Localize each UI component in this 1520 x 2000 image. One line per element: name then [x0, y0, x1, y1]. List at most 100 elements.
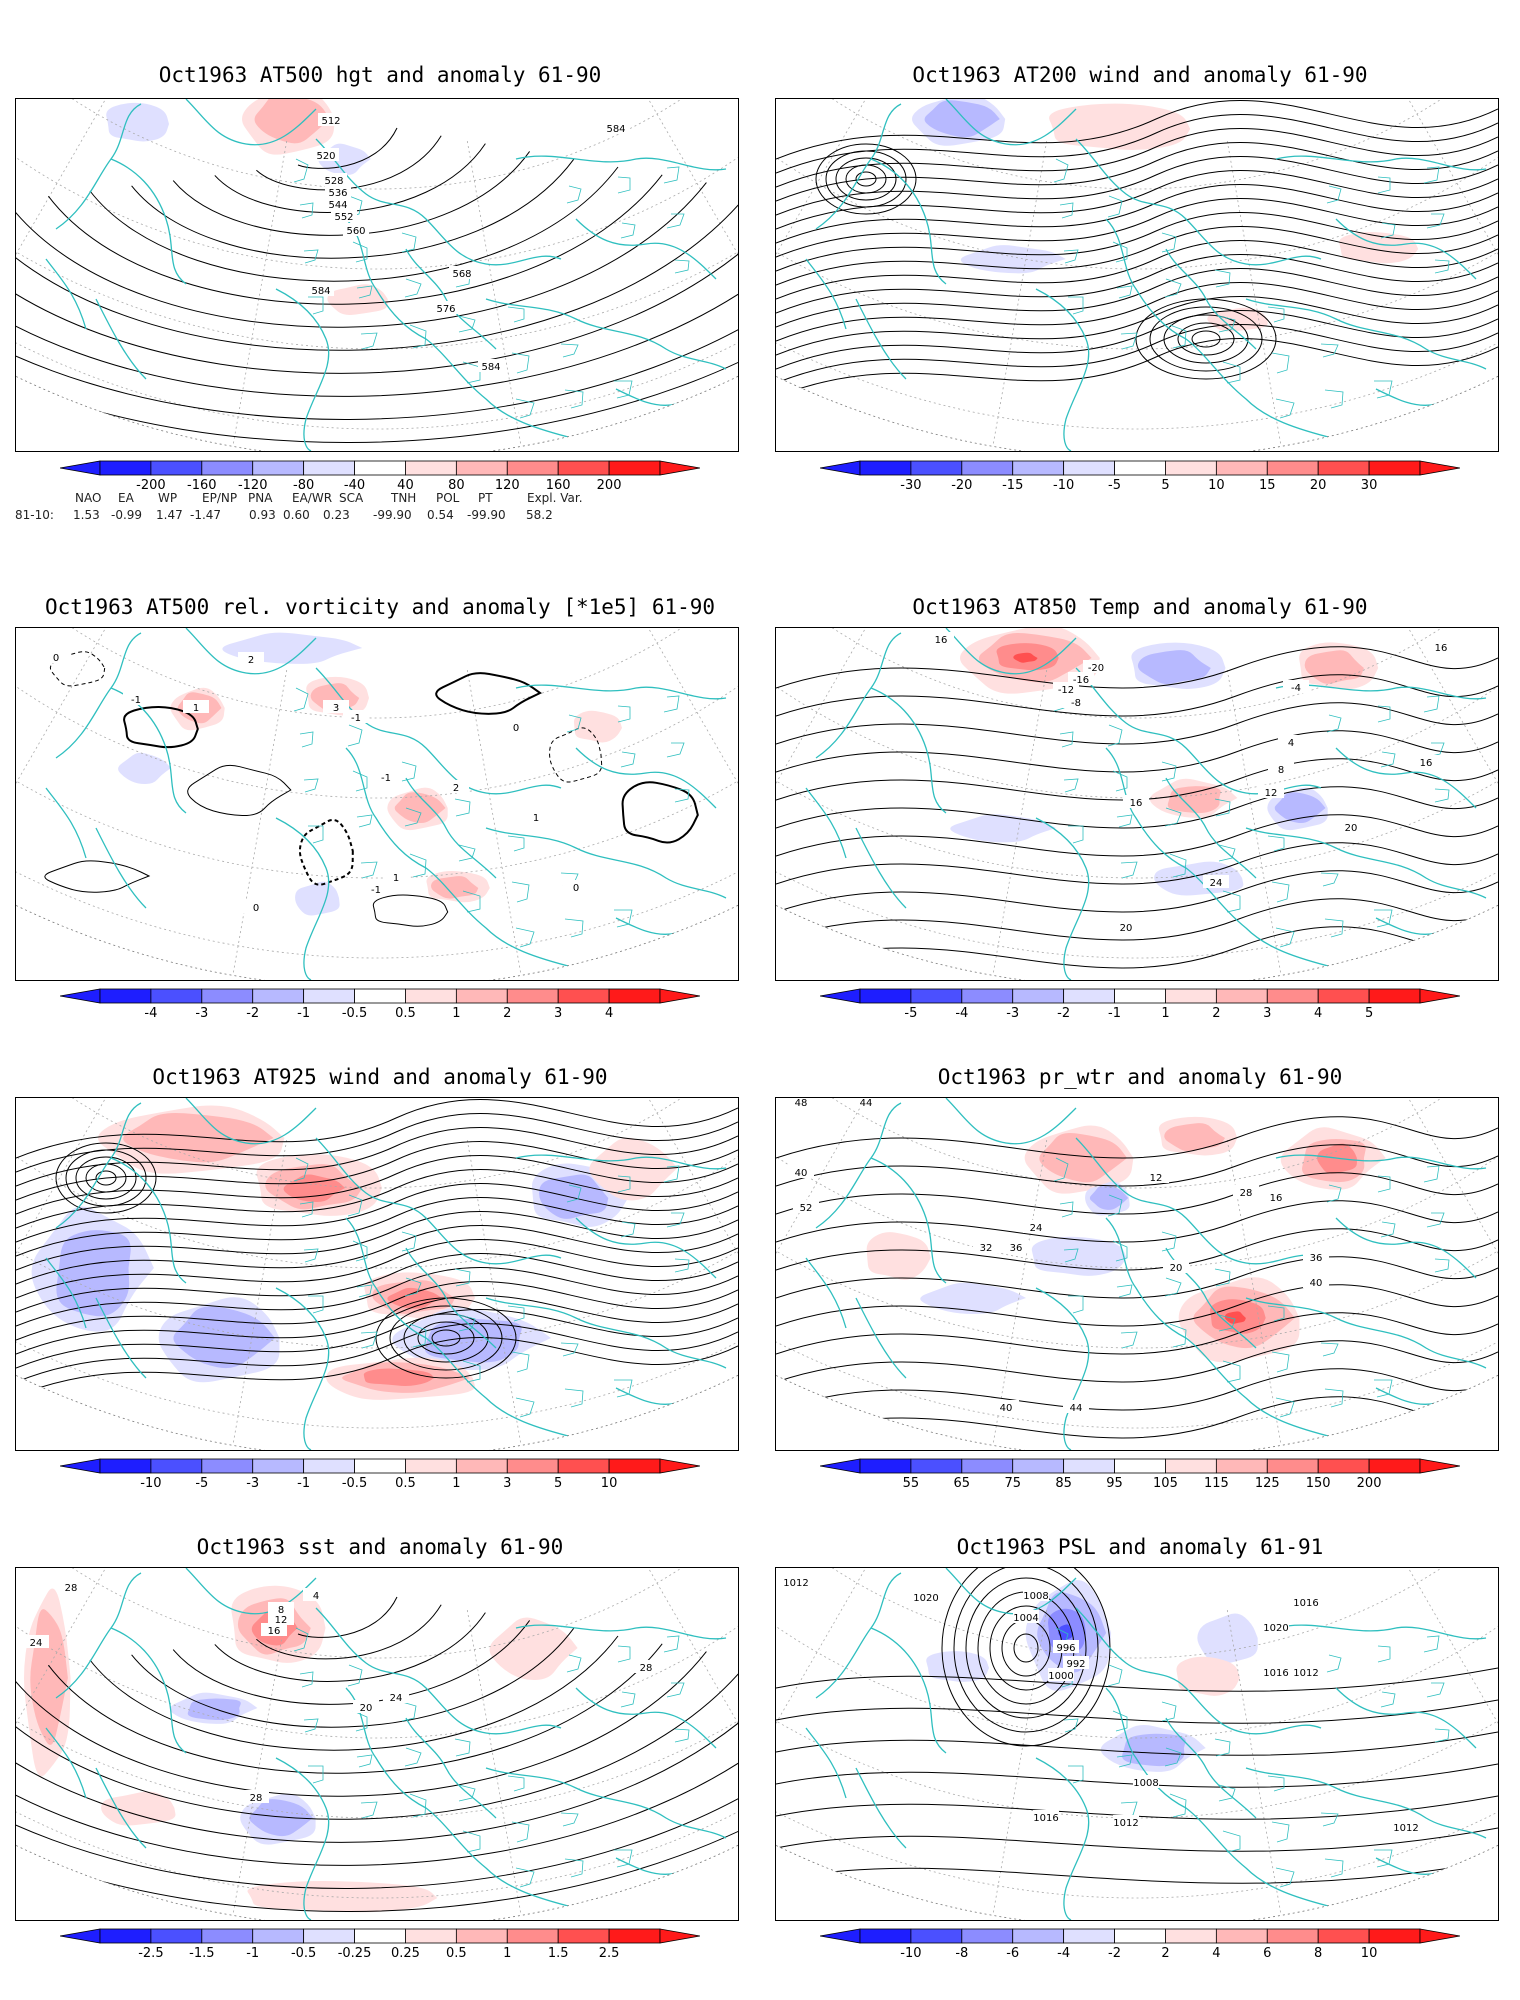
- colorbar-tick-label: 95: [1106, 1476, 1123, 1491]
- contour-label-bg: [449, 266, 475, 279]
- contour-label-bg: [1283, 680, 1309, 693]
- colorbar-swatch: [1317, 1458, 1370, 1474]
- colorbar: -5 -4 -3 -2 -1 1 2 3 4 5: [820, 988, 1460, 1028]
- colorbar-swatch: [506, 988, 559, 1004]
- hemisphere-mask: [16, 1098, 738, 1450]
- colorbar-swatch: [354, 1458, 406, 1474]
- colorbar-swatch: [354, 988, 406, 1004]
- colorbar-swatches: [820, 460, 1460, 476]
- colorbar-tick-label: -200: [136, 478, 166, 493]
- colorbar: -4 -3 -2 -1 -0.5 0.5 1 2 3 4: [60, 988, 700, 1028]
- colorbar-tick-label: 55: [902, 1476, 920, 1491]
- contour-label-bg: [433, 301, 459, 314]
- index-row-label: 81-10:: [15, 508, 54, 522]
- colorbar: -10 -8 -6 -4 -2 2 4 6 8 10: [820, 1928, 1460, 1968]
- colorbar: -30 -20 -15 -10 -5 5 10 15 20 30: [820, 460, 1460, 500]
- colorbar-extend-low: [60, 1928, 101, 1944]
- colorbar-swatch: [303, 460, 355, 476]
- colorbar-swatches: [60, 1458, 700, 1474]
- colorbar-tick-label: -10: [140, 1476, 162, 1491]
- colorbar-swatch: [557, 1928, 610, 1944]
- colorbar-extend-low: [820, 1928, 861, 1944]
- anomaly-shading: [589, 1137, 678, 1201]
- contour-label: 28: [65, 1583, 78, 1594]
- contour-label-bg: [1063, 1400, 1089, 1413]
- map-canvas: 48 44 40 52 36 32 24 16 12 20 28 36 40 44 40: [776, 1098, 1498, 1450]
- colorbar-tick-label: 15: [1258, 478, 1276, 493]
- colorbar-tick-labels: -2.5 -1.5 -1 -0.5 -0.25 0.25 0.5 1 1.5 2.5: [60, 1946, 700, 1964]
- contour-label-bg: [343, 223, 369, 236]
- contour-label-bg: [1143, 1170, 1169, 1183]
- anomaly-shading: [101, 1791, 176, 1826]
- contour-label: 1012: [1293, 1668, 1318, 1679]
- colorbar-extend-high: [659, 1928, 700, 1944]
- contour-label: 992: [1066, 1659, 1085, 1670]
- contour-label: 36: [1010, 1243, 1023, 1254]
- anomaly-shading: [249, 1799, 313, 1837]
- colorbar-tick-label: -3: [195, 1006, 209, 1021]
- panel-psl: Oct1963 PSL and anomaly 61-91 1012 1020 10…: [760, 1500, 1520, 2000]
- contour-label: -16: [1073, 675, 1089, 686]
- contour-label-bg: [1428, 640, 1454, 653]
- contour-label: 8: [1278, 765, 1284, 776]
- contour-label: 536: [328, 188, 347, 199]
- colorbar-extend-low: [60, 1458, 101, 1474]
- map-area: 28 24 16 12 8 4 20 24 28 28: [15, 1567, 739, 1921]
- contour-label: 1008: [1133, 1778, 1158, 1789]
- contour-label-bg: [1413, 755, 1439, 768]
- anomaly-shading: [926, 1651, 989, 1682]
- colorbar: -10 -5 -3 -1 -0.5 0.5 1 3 5 10: [60, 1458, 700, 1498]
- colorbar-swatch: [1114, 1928, 1166, 1944]
- contour-label-bg: [1063, 695, 1089, 708]
- colorbar-extend-low: [60, 460, 101, 476]
- colorbar-tick-label: -120: [237, 478, 268, 493]
- colorbar-swatch: [1215, 1458, 1268, 1474]
- anomaly-shading: [123, 1112, 274, 1163]
- colorbar-swatches: [820, 1458, 1460, 1474]
- colorbar-swatch: [455, 1928, 508, 1944]
- colorbar-tick-label: 30: [1360, 478, 1378, 493]
- country-borders: [1053, 158, 1450, 419]
- panel-temp850: Oct1963 AT850 Temp and anomaly 61-90 16 -…: [760, 560, 1520, 1030]
- teleconnection-values: 81-10: 1.53 -0.99 1.47 -1.47 0.93 0.60 0.23 -99.…: [15, 508, 715, 525]
- colorbar-swatch: [1063, 1458, 1115, 1474]
- anomaly-shading: [247, 1880, 438, 1913]
- contour-label: 1000: [1048, 1671, 1073, 1682]
- colorbar-tick-label: 10: [1360, 1946, 1378, 1961]
- map-canvas: [16, 1098, 738, 1450]
- index-header: WP: [158, 491, 178, 505]
- contour-label-bg: [1263, 1190, 1289, 1203]
- colorbar-swatch: [910, 1458, 963, 1474]
- contour-lines: [776, 1568, 1498, 1884]
- colorbar-tick-labels: -30 -20 -15 -10 -5 5 10 15 20 30: [820, 478, 1460, 496]
- contour-label: 24: [30, 1638, 43, 1649]
- colorbar-swatch: [405, 460, 457, 476]
- graticule: [16, 628, 738, 980]
- contour-label-bg: [1303, 1275, 1329, 1288]
- colorbar-swatch: [1114, 988, 1166, 1004]
- contour-label-bg: [1053, 1640, 1079, 1653]
- contour-label: 3: [333, 703, 339, 714]
- colorbar-tick-label: -1: [297, 1476, 311, 1491]
- contour-label-bg: [1293, 1665, 1319, 1678]
- contour-label: 1: [533, 813, 539, 824]
- contour-label-bg: [1278, 735, 1304, 748]
- coastlines: [45, 1568, 732, 1920]
- contour-label: 1008: [1023, 1591, 1048, 1602]
- colorbar-tick-label: 0.25: [390, 1946, 420, 1961]
- anomaly-shading: [363, 1368, 435, 1386]
- contour-label-bg: [43, 650, 69, 663]
- anomaly-shading: [118, 752, 171, 785]
- hemisphere-edge: [16, 904, 738, 980]
- colorbar-tick-label: -2.5: [138, 1946, 164, 1961]
- contour-label-bg: [1133, 1775, 1159, 1788]
- colorbar: -2.5 -1.5 -1 -0.5 -0.25 0.25 0.5 1 1.5 2.5: [60, 1928, 700, 1968]
- panel-hgt500: Oct1963 AT500 hgt and anomaly 61-90 512 5…: [0, 0, 760, 560]
- colorbar-swatch: [608, 1458, 661, 1474]
- contour-label: 20: [360, 1703, 373, 1714]
- colorbar-tick-label: -0.5: [290, 1946, 317, 1961]
- colorbar-tick-label: 120: [494, 478, 520, 493]
- colorbar-swatch: [303, 1458, 355, 1474]
- contour-label: 584: [311, 286, 330, 297]
